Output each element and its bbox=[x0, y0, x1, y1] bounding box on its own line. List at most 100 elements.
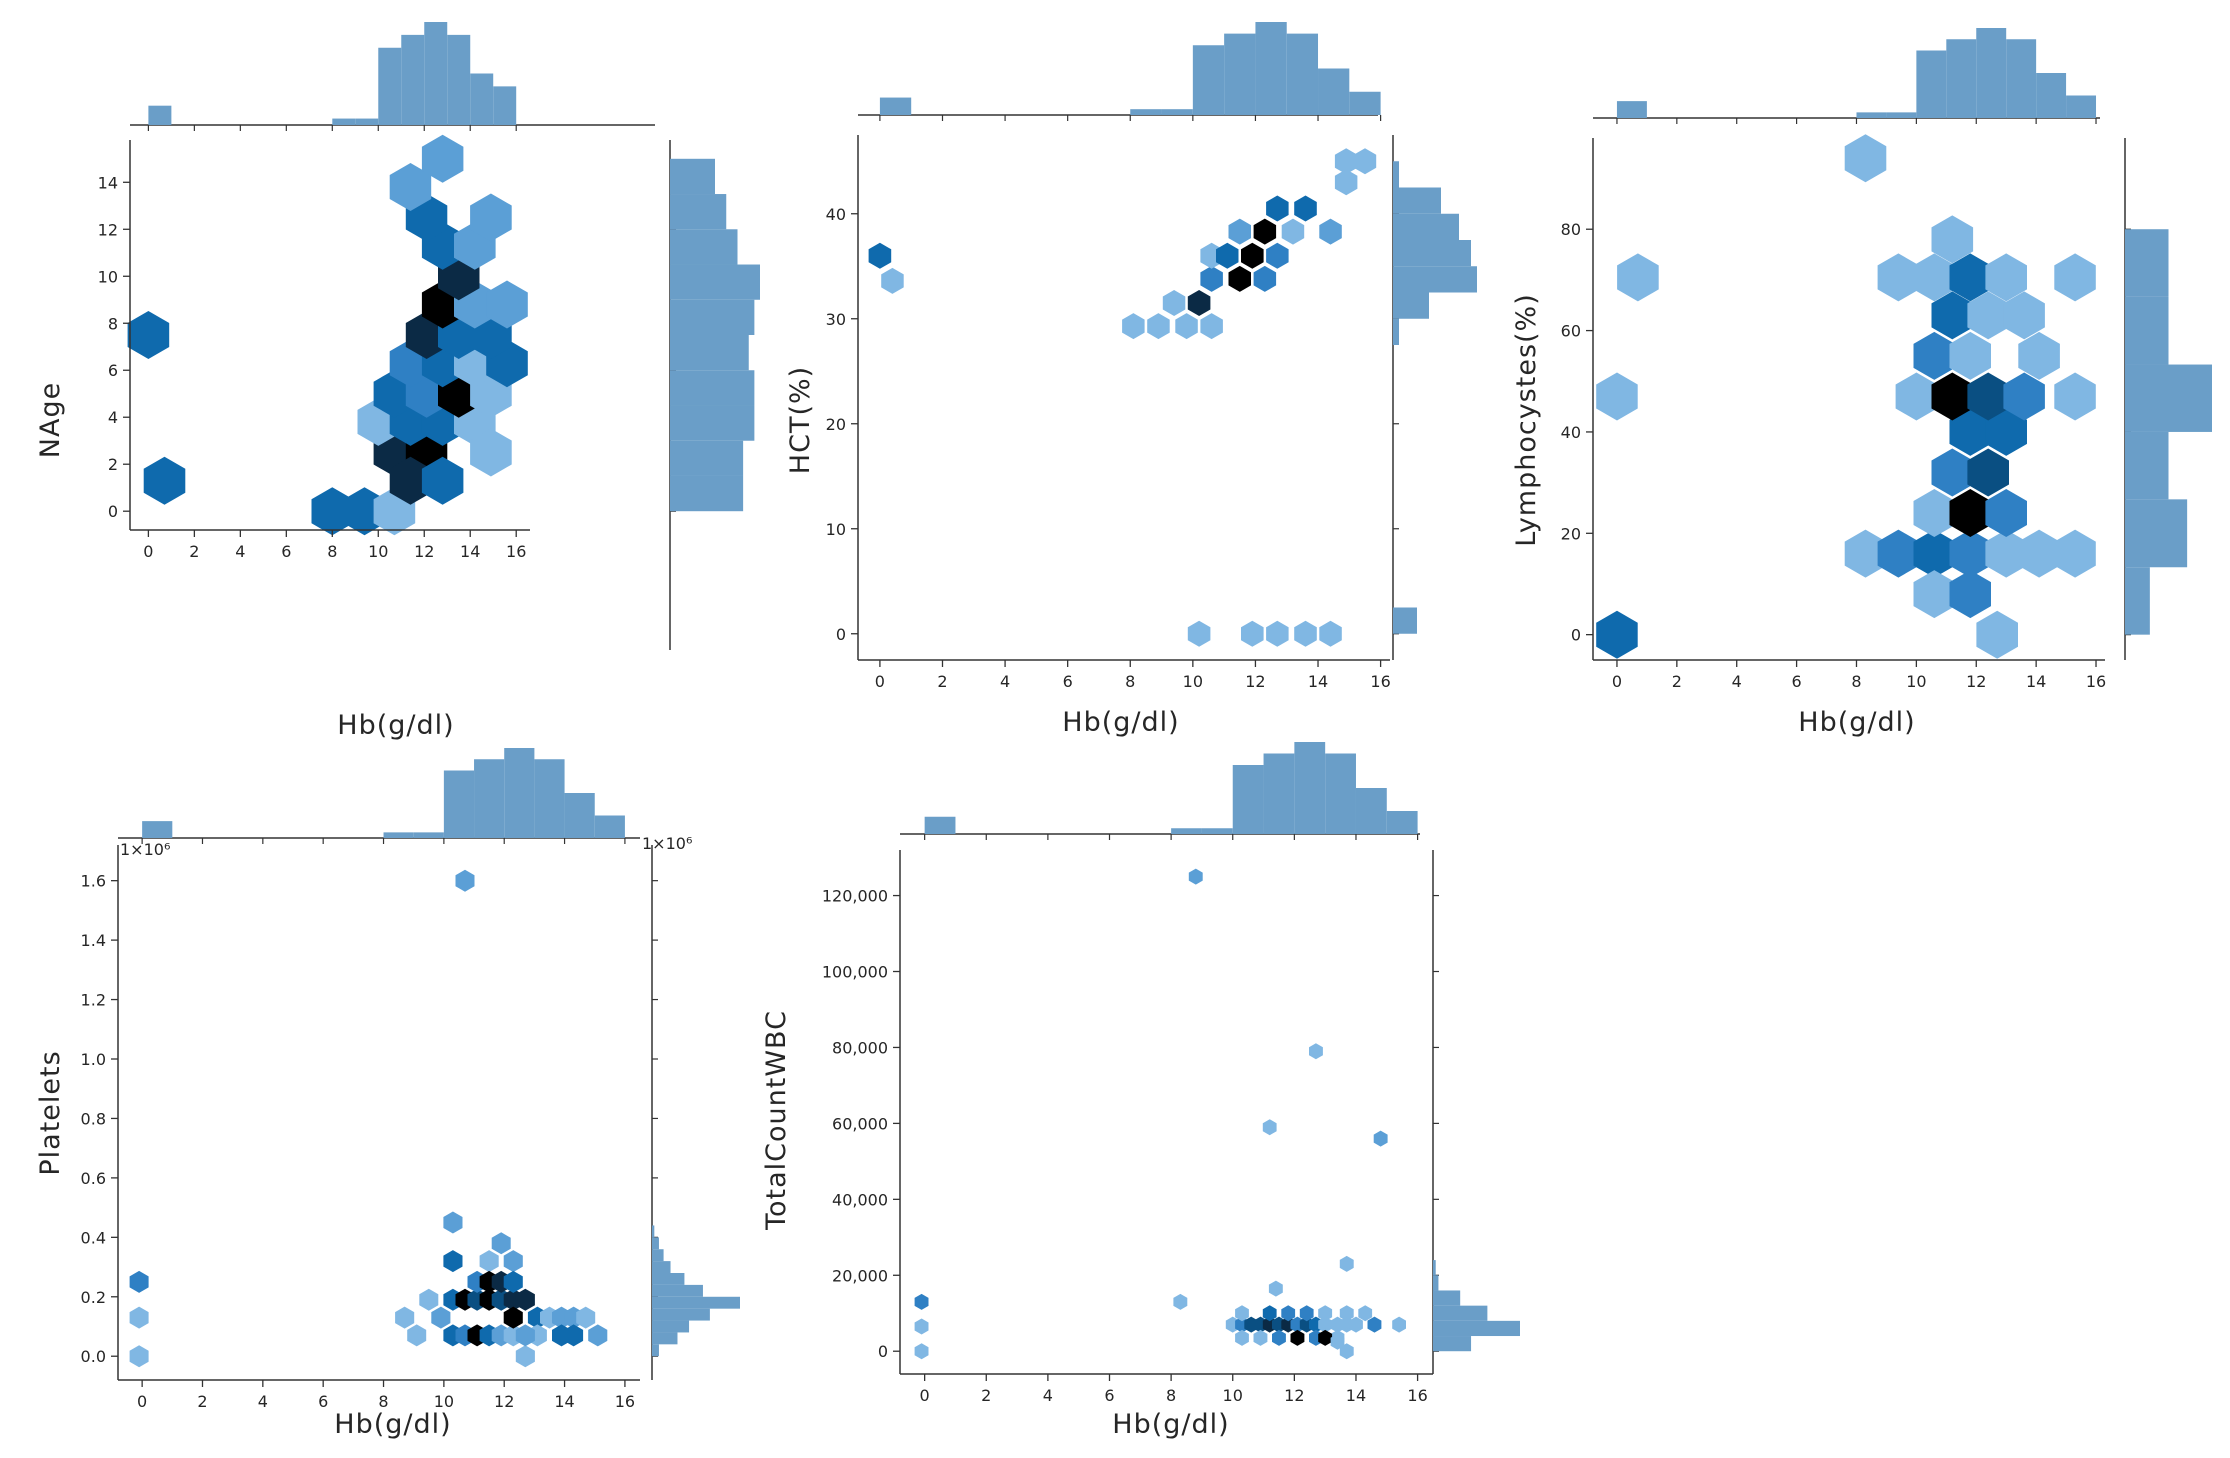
top-marginal-bar-nage-12 bbox=[424, 22, 448, 125]
x-tick-label-hct-1: 2 bbox=[937, 672, 947, 691]
hexbin-cell-platelets-7 bbox=[479, 1250, 499, 1273]
x-tick-label-hct-3: 6 bbox=[1063, 672, 1073, 691]
xlabel-hct: Hb(g/dl) bbox=[1062, 707, 1179, 738]
top-marginal-bar-lymph-15 bbox=[2066, 95, 2097, 118]
top-marginal-bar-nage-11 bbox=[401, 34, 425, 125]
top-marginal-bar-nage-15 bbox=[493, 86, 517, 125]
hexbin-cell-hct-26 bbox=[1334, 169, 1358, 196]
hexbin-cell-wbc-1 bbox=[914, 1318, 929, 1335]
y-tick-label-platelets-6: 1.2 bbox=[81, 991, 106, 1010]
top-marginal-bar-nage-9 bbox=[355, 118, 379, 125]
hexbin-cell-lymph-12 bbox=[1949, 570, 1991, 619]
right-marginal-bar-hct-17 bbox=[1393, 161, 1399, 188]
hexbin-cell-hct-7 bbox=[1122, 313, 1145, 340]
xlabel-platelets: Hb(g/dl) bbox=[334, 1409, 451, 1440]
right-marginal-bar-wbc-3 bbox=[1433, 1290, 1461, 1306]
hexbin-cell-lymph-7 bbox=[1949, 529, 1991, 578]
ylabel-platelets: Platelets bbox=[35, 1050, 66, 1175]
x-tick-label-nage-8: 16 bbox=[506, 542, 526, 561]
x-tick-label-platelets-8: 16 bbox=[615, 1392, 635, 1411]
top-marginal-bar-platelets-0 bbox=[142, 821, 173, 838]
top-marginal-bar-hct-11 bbox=[1224, 33, 1256, 115]
y-tick-label-platelets-0: 0.0 bbox=[81, 1347, 106, 1366]
y-tick-label-lymph-1: 20 bbox=[1561, 524, 1581, 543]
hexbin-cell-platelets-5 bbox=[443, 1250, 463, 1273]
hexbin-cell-wbc-25 bbox=[1392, 1316, 1406, 1333]
top-marginal-bar-lymph-9 bbox=[1886, 112, 1917, 118]
hexbin-cell-wbc-7 bbox=[1339, 1255, 1354, 1272]
hexbin-cell-wbc-4 bbox=[1309, 1043, 1323, 1060]
hexbin-cell-platelets-30 bbox=[515, 1288, 535, 1311]
hexbin-cell-lymph-36 bbox=[2054, 253, 2096, 302]
y-tick-label-wbc-4: 80,000 bbox=[832, 1038, 888, 1057]
x-tick-label-nage-6: 12 bbox=[414, 542, 434, 561]
hexbin-cell-lymph-34 bbox=[1949, 253, 1991, 302]
top-marginal-bar-platelets-10 bbox=[443, 770, 475, 838]
hexbin-cell-nage-0 bbox=[127, 311, 170, 359]
hexbin-cell-wbc-37 bbox=[1253, 1329, 1268, 1346]
hexbin-cell-wbc-2 bbox=[914, 1293, 929, 1310]
top-marginal-bar-hct-12 bbox=[1255, 22, 1287, 115]
hexbin-cell-wbc-30 bbox=[1318, 1305, 1333, 1322]
right-marginal-bar-hct-11 bbox=[1393, 318, 1399, 345]
hexbin-cell-platelets-4 bbox=[443, 1211, 463, 1234]
hexbin-cell-nage-7 bbox=[389, 456, 432, 505]
xlabel-lymph: Hb(g/dl) bbox=[1798, 707, 1915, 738]
hexbin-cell-lymph-29 bbox=[1931, 291, 1974, 340]
right-marginal-bar-hct-13 bbox=[1393, 266, 1477, 293]
hexbin-cell-lymph-17 bbox=[1931, 448, 1974, 497]
right-marginal-bar-platelets-10 bbox=[652, 1225, 655, 1238]
hexbin-cell-platelets-3 bbox=[455, 869, 475, 892]
right-marginal-bar-nage-6 bbox=[670, 264, 760, 300]
hexbin-cell-hct-23 bbox=[1319, 218, 1342, 245]
hexbin-cell-hct-21 bbox=[1253, 218, 1277, 245]
hexbin-cell-lymph-15 bbox=[1949, 489, 1991, 537]
right-marginal-bar-nage-4 bbox=[670, 335, 749, 371]
right-marginal-bar-nage-2 bbox=[670, 405, 755, 441]
right-marginal-bar-platelets-6 bbox=[652, 1273, 685, 1285]
hexbin-cell-platelets-9 bbox=[395, 1306, 415, 1329]
right-marginal-bar-nage-5 bbox=[670, 299, 755, 335]
y-tick-label-hct-2: 20 bbox=[826, 415, 846, 434]
x-tick-label-lymph-3: 6 bbox=[1792, 672, 1802, 691]
y-tick-label-nage-5: 10 bbox=[98, 267, 118, 286]
x-tick-label-hct-4: 8 bbox=[1125, 672, 1135, 691]
top-marginal-bar-nage-8 bbox=[332, 118, 356, 125]
y-tick-label-lymph-2: 40 bbox=[1561, 423, 1581, 442]
hexbin-cell-platelets-6 bbox=[491, 1232, 511, 1255]
x-tick-label-lymph-5: 10 bbox=[1906, 672, 1926, 691]
x-offset-label-platelets: 1×10⁶ bbox=[642, 834, 692, 853]
hexbin-cell-hct-9 bbox=[1175, 313, 1198, 340]
right-marginal-bar-lymph-1 bbox=[2125, 499, 2188, 568]
y-tick-label-nage-2: 4 bbox=[108, 408, 118, 427]
x-tick-label-nage-0: 0 bbox=[143, 542, 153, 561]
hexbin-cell-lymph-5 bbox=[1877, 529, 1920, 578]
y-tick-label-wbc-1: 20,000 bbox=[832, 1266, 888, 1285]
hexbin-cell-wbc-36 bbox=[1235, 1329, 1249, 1346]
x-tick-label-platelets-1: 2 bbox=[197, 1392, 207, 1411]
hexbin-cell-wbc-27 bbox=[1262, 1305, 1277, 1322]
hexbin-cell-lymph-4 bbox=[1844, 529, 1887, 578]
hexbin-cell-nage-32 bbox=[470, 193, 512, 242]
x-tick-label-wbc-1: 2 bbox=[981, 1386, 991, 1405]
hexbin-cell-platelets-29 bbox=[503, 1306, 523, 1329]
right-marginal-bar-nage-9 bbox=[670, 158, 715, 195]
hexbin-cell-hct-20 bbox=[1228, 218, 1251, 245]
x-tick-label-wbc-6: 12 bbox=[1284, 1386, 1304, 1405]
top-marginal-bar-platelets-11 bbox=[474, 759, 505, 838]
y-tick-label-hct-0: 0 bbox=[836, 625, 846, 644]
x-tick-label-wbc-0: 0 bbox=[920, 1386, 930, 1405]
y-tick-label-wbc-2: 40,000 bbox=[832, 1190, 888, 1209]
x-tick-label-platelets-7: 14 bbox=[554, 1392, 574, 1411]
top-marginal-bar-platelets-12 bbox=[504, 748, 535, 838]
x-tick-label-lymph-6: 12 bbox=[1966, 672, 1986, 691]
hexbin-cell-hct-19 bbox=[1266, 242, 1289, 269]
hexbin-cell-wbc-8 bbox=[1268, 1280, 1283, 1297]
hexbin-cell-wbc-0 bbox=[914, 1343, 929, 1360]
top-marginal-bar-wbc-14 bbox=[1355, 788, 1387, 834]
y-tick-label-nage-0: 0 bbox=[108, 502, 118, 521]
hexbin-cell-wbc-32 bbox=[1358, 1305, 1373, 1322]
hexbin-cell-lymph-18 bbox=[1967, 448, 2009, 497]
hexbin-cell-hct-3 bbox=[1241, 620, 1264, 647]
